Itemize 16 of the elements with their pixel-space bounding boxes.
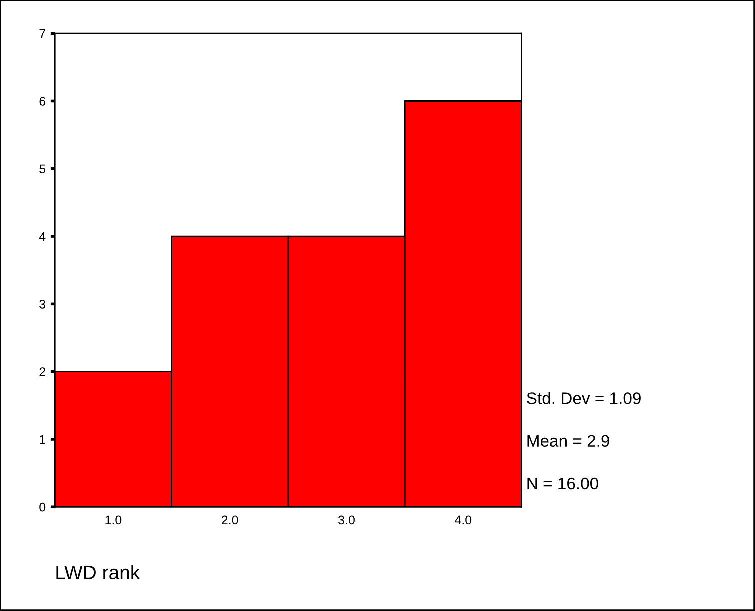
y-tick-label: 0 bbox=[40, 502, 46, 512]
y-tick-label: 3 bbox=[40, 300, 46, 309]
y-tick-label: 7 bbox=[40, 30, 46, 38]
text: Mean = 2.9 bbox=[528, 435, 610, 448]
x-tick-label: 2.0 bbox=[222, 516, 238, 525]
x-axis-title: LWD rank bbox=[56, 565, 140, 580]
x-tick-label: 1.0 bbox=[106, 516, 122, 525]
text: N = 16.00 bbox=[528, 478, 598, 490]
x-tick-label: 4.0 bbox=[454, 516, 472, 525]
y-tick-label: 1 bbox=[40, 435, 46, 444]
y-tick-label: 6 bbox=[40, 97, 46, 106]
x-tick-label: 3.0 bbox=[338, 516, 355, 525]
y-tick-label: 5 bbox=[40, 164, 46, 174]
y-tick-label: 4 bbox=[39, 232, 46, 242]
text: Std. Dev = 1.09 bbox=[527, 392, 641, 404]
y-tick-label: 2 bbox=[40, 368, 46, 376]
